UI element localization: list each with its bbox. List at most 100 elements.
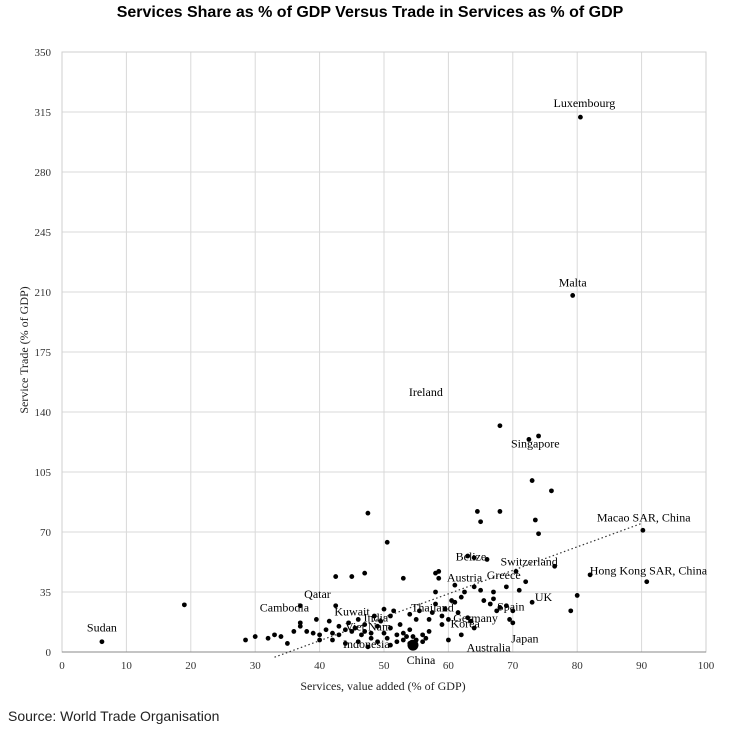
data-point [587, 572, 593, 578]
data-point [323, 627, 329, 633]
data-point [420, 639, 426, 645]
data-point [317, 637, 322, 643]
data-point [252, 634, 258, 639]
data-point [272, 632, 277, 638]
data-point [333, 603, 339, 609]
data-point [439, 622, 445, 627]
data-point [433, 570, 438, 576]
data-point [400, 630, 406, 636]
annotation-label: Thailand [411, 600, 454, 614]
data-point [346, 620, 351, 626]
data-point [568, 608, 574, 614]
data-point [388, 642, 393, 648]
annotation-label: Austria [447, 570, 483, 584]
data-point [465, 553, 471, 559]
data-point [484, 557, 490, 562]
data-point [433, 589, 438, 595]
data-point [523, 579, 529, 585]
data-point [400, 575, 406, 581]
annotation-label: Belize [456, 550, 487, 564]
data-point [362, 629, 368, 634]
annotation-label: Hong Kong SAR, China [590, 564, 708, 578]
data-point [413, 617, 419, 622]
data-point [381, 630, 387, 636]
annotation-label: UK [535, 590, 553, 604]
annotation-label: Ireland [409, 385, 443, 399]
data-point [359, 632, 364, 638]
y-tick-label: 35 [40, 587, 52, 599]
annotation-label: Indonesia [343, 637, 390, 651]
source-note: Source: World Trade Organisation [8, 708, 220, 724]
data-point [436, 575, 442, 581]
data-point [394, 639, 400, 645]
y-tick-label: 175 [35, 347, 52, 359]
annotation-label-china: China [407, 653, 436, 667]
data-point [471, 555, 477, 561]
data-point [297, 620, 303, 626]
data-point [468, 618, 474, 624]
x-tick-label: 50 [379, 660, 391, 672]
data-point [462, 589, 467, 595]
data-point [330, 637, 335, 643]
annotation-label: Korea [451, 616, 481, 630]
x-tick-label: 100 [698, 660, 715, 672]
annotation-label: Germany [453, 611, 498, 625]
data-point [446, 637, 451, 643]
data-point [368, 630, 374, 636]
data-point [644, 579, 650, 585]
x-tick-label: 80 [572, 660, 584, 672]
data-point [304, 629, 310, 634]
highlight-point [407, 639, 419, 651]
x-tick-label: 20 [185, 660, 197, 672]
data-point [410, 634, 416, 639]
data-point [491, 596, 496, 602]
y-tick-label: 140 [35, 407, 52, 419]
data-point [465, 615, 471, 621]
data-point [371, 613, 377, 619]
data-point [297, 603, 303, 609]
data-point [491, 589, 496, 595]
data-point [297, 623, 303, 629]
data-point [423, 635, 429, 641]
x-tick-label: 0 [59, 660, 65, 672]
data-point [426, 617, 432, 622]
data-point [507, 617, 512, 622]
data-point [407, 627, 413, 633]
x-tick-label: 30 [250, 660, 262, 672]
data-point [397, 622, 403, 627]
data-point [452, 582, 458, 588]
data-point [513, 569, 519, 574]
data-point [526, 437, 532, 442]
data-point [349, 574, 355, 579]
annotation-label: Macao SAR, China [597, 510, 691, 524]
data-point [442, 606, 448, 612]
x-tick-labels: 0 10 20 30 40 50 60 70 80 90 100 [59, 660, 715, 672]
y-tick-label: 0 [46, 647, 52, 659]
data-point [487, 601, 493, 607]
data-point [355, 617, 361, 622]
data-point [326, 618, 332, 624]
data-point [452, 599, 458, 605]
y-axis-label: Service Trade (% of GDP) [17, 286, 31, 413]
data-point [552, 563, 558, 569]
annotation-label: Switzerland [500, 555, 557, 569]
data-point [285, 641, 290, 646]
data-point [181, 602, 187, 608]
trendline-segment [274, 522, 642, 658]
x-axis-label: Services, value added (% of GDP) [300, 679, 465, 693]
data-point [313, 617, 319, 622]
x-tick-label: 70 [507, 660, 519, 672]
data-point [481, 598, 487, 603]
data-point [574, 593, 580, 598]
annotation-label: Qatar [304, 587, 331, 601]
data-point [99, 639, 105, 645]
data-point [317, 632, 322, 638]
annotation-label: Australia [467, 640, 512, 654]
data-point [510, 608, 516, 614]
scatter-plot: 0 10 20 30 40 50 60 70 80 90 100 0 35 70 105 140 175 210… [17, 47, 715, 693]
data-point [349, 629, 355, 634]
annotation-label: Luxembourg [554, 96, 616, 110]
x-tick-label: 40 [314, 660, 326, 672]
data-point [243, 637, 248, 643]
trendline [274, 522, 642, 658]
